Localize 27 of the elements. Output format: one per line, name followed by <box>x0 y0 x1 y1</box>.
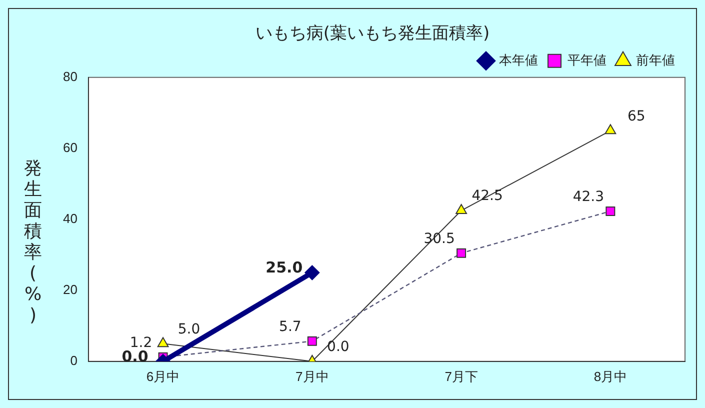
point <box>604 124 616 134</box>
x-tick-label: 7月下 <box>444 368 478 384</box>
x-tick-label: 6月中 <box>146 368 180 384</box>
data-label: 25.0 <box>266 258 303 277</box>
y-tick-label: 60 <box>62 140 78 155</box>
y-tick-label: 20 <box>62 282 78 297</box>
y-axis-title: 発生面積率(%) <box>23 158 43 326</box>
point <box>157 337 169 348</box>
legend-label: 本年値 <box>499 53 538 68</box>
point <box>307 336 317 346</box>
data-label: 0.0 <box>327 339 350 356</box>
point <box>456 204 467 214</box>
x-tick-label: 8月中 <box>594 368 628 384</box>
x-tick-label: 7月中 <box>296 368 329 384</box>
data-label: 65 <box>628 108 646 124</box>
y-tick-label: 40 <box>62 210 78 226</box>
data-label: 42.3 <box>572 188 604 205</box>
legend-label: 平年値 <box>568 53 606 68</box>
y-tick-label: 0 <box>70 352 78 368</box>
point <box>456 248 466 258</box>
point <box>304 265 320 280</box>
point <box>606 206 616 216</box>
y-tick-label: 80 <box>62 68 78 84</box>
chart-title: いもち病(葉いもち発生面積率) <box>255 24 490 44</box>
data-label: 5.7 <box>279 318 302 335</box>
legend-label: 前年値 <box>636 53 675 68</box>
data-label: 5.0 <box>178 321 200 338</box>
